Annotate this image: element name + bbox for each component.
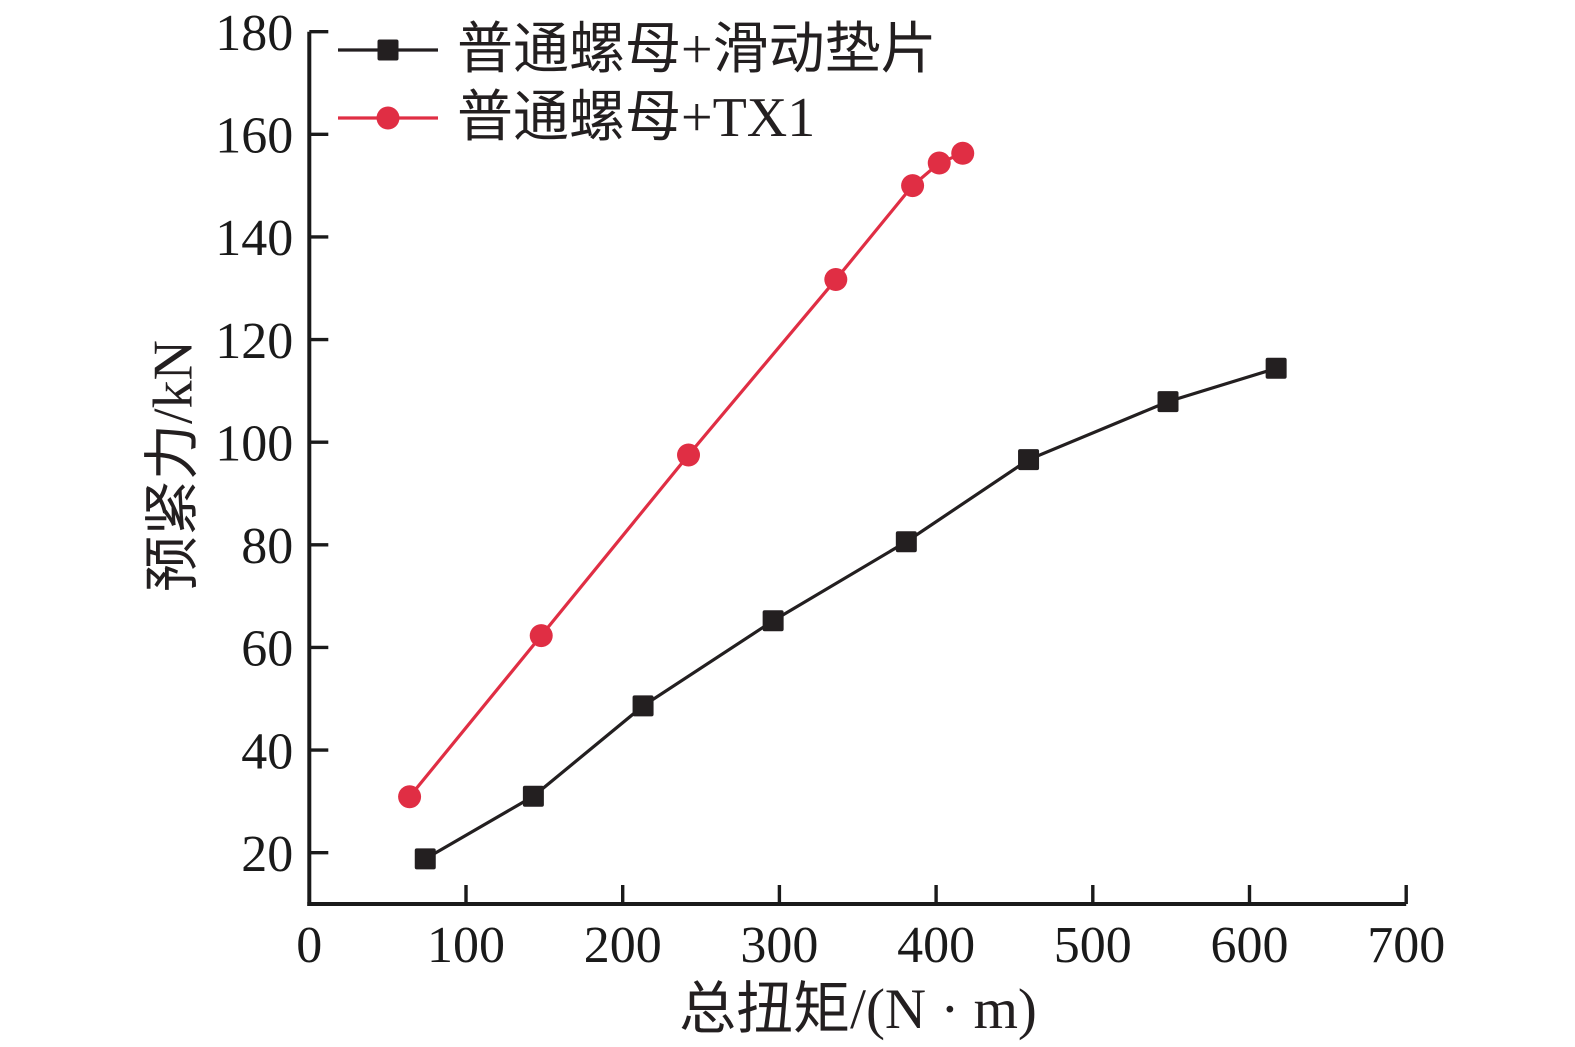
y-tick-label: 140 (215, 210, 293, 267)
y-tick-label: 180 (215, 5, 293, 62)
legend-label-series-1: 普通螺母+滑动垫片 (457, 19, 937, 81)
series-1-line (424, 366, 1277, 861)
series-1-square-marker (762, 610, 784, 632)
y-tick-label: 20 (241, 826, 293, 883)
series-1-square-marker (895, 531, 917, 553)
series-2-circle-marker (927, 151, 951, 175)
x-tick-label: 400 (897, 917, 975, 974)
series-1-square-marker (414, 848, 436, 870)
legend-item-series-1: 普通螺母+滑动垫片 (338, 16, 937, 84)
series-1-square-marker (522, 785, 544, 807)
y-tick-label: 60 (241, 621, 293, 678)
legend-square-marker-icon (338, 16, 438, 84)
series-1-square-marker (1018, 449, 1040, 471)
x-tick-label: 600 (1211, 917, 1289, 974)
y-axis-title: 预紧力/kN (142, 340, 205, 592)
legend-label-series-2: 普通螺母+TX1 (457, 87, 816, 149)
series-1-square-marker (632, 695, 654, 717)
series-2-circle-marker (677, 443, 701, 467)
series-1-square-marker (1157, 391, 1179, 413)
legend: 普通螺母+滑动垫片 普通螺母+TX1 (338, 16, 937, 152)
x-axis-title: 总扭矩/(N · m) (679, 978, 1037, 1041)
series-2-circle-marker (901, 174, 925, 198)
y-tick-label: 100 (215, 415, 293, 472)
x-tick-label: 200 (584, 917, 662, 974)
y-tick-label: 160 (215, 108, 293, 165)
x-tick-label: 700 (1367, 917, 1445, 974)
x-tick-label: 500 (1054, 917, 1132, 974)
x-tick-label: 300 (740, 917, 818, 974)
legend-item-series-2: 普通螺母+TX1 (338, 84, 937, 152)
series-2-circle-marker (824, 268, 848, 292)
y-tick-label: 40 (241, 723, 293, 780)
y-tick-label: 80 (241, 518, 293, 575)
legend-circle-marker-icon (338, 84, 438, 152)
series-2-circle-marker (529, 624, 553, 648)
series-1-square-marker (1265, 357, 1287, 379)
series-2-line (408, 151, 964, 798)
series-2-circle-marker (951, 141, 975, 165)
series-2-circle-marker (398, 785, 422, 809)
y-tick-label: 120 (215, 313, 293, 370)
x-tick-label: 0 (296, 917, 322, 974)
x-tick-label: 100 (427, 917, 505, 974)
